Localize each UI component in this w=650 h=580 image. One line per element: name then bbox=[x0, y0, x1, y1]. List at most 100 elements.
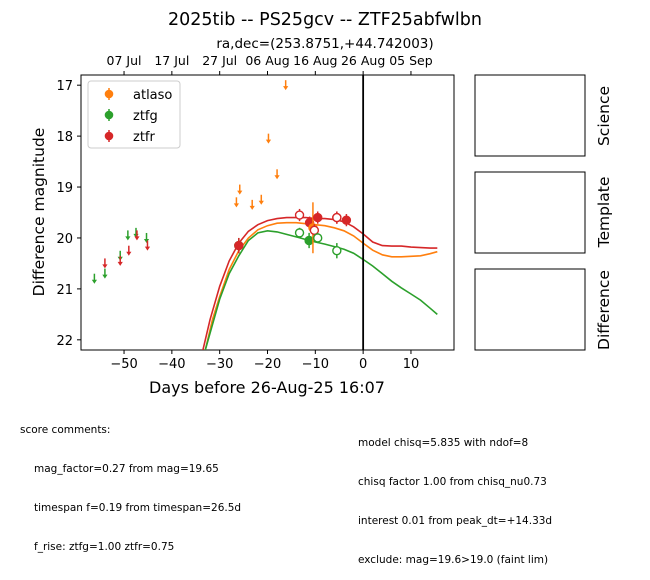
difference-label: Difference bbox=[595, 270, 613, 350]
upper-limit-arrowhead bbox=[117, 261, 123, 266]
y-tick-label: 21 bbox=[56, 283, 73, 298]
upper-limit-ztfr bbox=[117, 255, 123, 266]
top-date-label: 27 Jul bbox=[202, 53, 237, 68]
difference-panel bbox=[474, 268, 586, 351]
upper-limit-arrowhead bbox=[283, 86, 289, 91]
top-date-label: 16 Aug bbox=[293, 53, 337, 68]
model-comment-line: interest 0.01 from peak_dt=+14.33d bbox=[358, 515, 553, 527]
detection-marker bbox=[332, 212, 342, 223]
plot-area: −50 −40 −30 −20 −10 0 10 17 18 19 20 21 22 07 Jul 17… bbox=[56, 53, 455, 372]
upper-limit-atlaso bbox=[249, 199, 255, 210]
upper-limit-arrowhead bbox=[126, 251, 132, 256]
upper-limit-atlaso bbox=[274, 169, 280, 180]
top-date-axis: 07 Jul 17 Jul 27 Jul 06 Aug 16 Aug 26 Aug 05 S… bbox=[107, 53, 433, 75]
y-tick-label: 19 bbox=[56, 181, 73, 196]
upper-limit-ztfg bbox=[125, 230, 131, 241]
science-panel bbox=[474, 74, 586, 157]
detection-ztfg bbox=[332, 243, 342, 259]
detection-ztfr bbox=[309, 224, 320, 237]
upper-limit-arrowhead bbox=[265, 139, 272, 144]
detection-marker bbox=[313, 212, 323, 223]
detection-marker bbox=[294, 228, 305, 238]
model-comment-line: chisq factor 1.00 from chisq_nu0.73 bbox=[358, 476, 547, 488]
top-date-label: 07 Jul bbox=[107, 53, 142, 68]
x-axis-ticks: −50 −40 −30 −20 −10 0 10 bbox=[110, 350, 419, 372]
image-panels: Science Template Difference bbox=[474, 74, 613, 351]
score-comments-heading: score comments: bbox=[20, 424, 111, 436]
upper-limit-arrowhead bbox=[274, 175, 280, 180]
y-axis-label: Difference magnitude bbox=[30, 128, 48, 297]
x-tick-label: −10 bbox=[302, 357, 329, 372]
upper-limit-arrowhead bbox=[233, 203, 240, 208]
y-tick-label: 18 bbox=[56, 130, 73, 145]
detection-marker bbox=[313, 233, 323, 243]
x-tick-label: −20 bbox=[254, 357, 281, 372]
score-comment-line: f_rise: ztfg=1.00 ztfr=0.75 bbox=[34, 541, 175, 553]
model-comment-line: model chisq=5.835 with ndof=8 bbox=[358, 437, 529, 449]
upper-limit-ztfr bbox=[126, 245, 132, 256]
legend-marker-ztfg bbox=[104, 110, 114, 120]
y-tick-label: 17 bbox=[56, 79, 73, 94]
x-tick-label: −50 bbox=[110, 357, 137, 372]
detection-marker bbox=[294, 210, 305, 220]
top-date-label: 06 Aug bbox=[245, 53, 289, 68]
legend-marker-atlaso bbox=[104, 89, 114, 99]
score-comment-line: timespan f=0.19 from timespan=26.5d bbox=[34, 502, 242, 514]
x-tick-label: 10 bbox=[403, 357, 420, 372]
legend: atlaso ztfg ztfr bbox=[87, 80, 181, 149]
model-comment-line: exclude: mag=19.6>19.0 (faint lim) bbox=[358, 554, 549, 566]
x-axis-label: Days before 26-Aug-25 16:07 bbox=[149, 378, 385, 397]
legend-marker-ztfr bbox=[104, 131, 114, 141]
template-panel bbox=[474, 171, 586, 254]
upper-limit-arrowhead bbox=[249, 205, 255, 210]
upper-limit-ztfg bbox=[102, 268, 108, 279]
upper-limit-ztfr bbox=[134, 230, 140, 241]
template-label: Template bbox=[595, 177, 613, 249]
upper-limit-ztfr bbox=[144, 240, 151, 251]
figure-subtitle: ra,dec=(253.8751,+44.742003) bbox=[216, 36, 433, 52]
detection-ztfr bbox=[332, 211, 342, 224]
y-axis-ticks: 17 18 19 20 21 22 bbox=[56, 79, 81, 349]
upper-limit-arrowhead bbox=[91, 279, 97, 284]
y-tick-label: 22 bbox=[56, 334, 73, 349]
legend-label-ztfr: ztfr bbox=[133, 130, 155, 145]
legend-label-atlaso: atlaso bbox=[133, 88, 172, 103]
upper-limit-arrowhead bbox=[143, 238, 150, 243]
figure-title: 2025tib -- PS25gcv -- ZTF25abfwlbn bbox=[168, 10, 482, 30]
upper-limit-ztfg bbox=[91, 273, 97, 284]
y-tick-label: 20 bbox=[56, 232, 73, 247]
upper-limit-atlaso bbox=[265, 133, 272, 144]
top-date-label: 26 Aug bbox=[341, 53, 385, 68]
upper-limit-arrowhead bbox=[144, 246, 151, 251]
detections bbox=[234, 202, 352, 259]
science-label: Science bbox=[595, 86, 613, 146]
top-date-label: 17 Jul bbox=[154, 53, 189, 68]
upper-limit-arrowhead bbox=[237, 190, 243, 195]
upper-limit-atlaso bbox=[258, 194, 264, 205]
lightcurve-figure: 2025tib -- PS25gcv -- ZTF25abfwlbn ra,de… bbox=[30, 10, 613, 397]
legend-label-ztfg: ztfg bbox=[133, 109, 158, 124]
upper-limits bbox=[91, 80, 289, 284]
detection-marker bbox=[341, 215, 352, 225]
model-curve-ztfg bbox=[204, 229, 438, 350]
detection-marker bbox=[309, 225, 320, 236]
detection-marker bbox=[304, 235, 314, 246]
detection-ztfr bbox=[341, 214, 352, 227]
x-tick-label: −30 bbox=[206, 357, 233, 372]
score-comments: score comments: mag_factor=0.27 from mag… bbox=[20, 398, 241, 567]
detection-ztfr bbox=[234, 237, 244, 254]
detection-marker bbox=[234, 240, 244, 251]
upper-limit-arrowhead bbox=[102, 274, 108, 279]
upper-limit-arrowhead bbox=[102, 264, 108, 269]
x-tick-label: 0 bbox=[359, 357, 367, 372]
upper-limit-atlaso bbox=[233, 197, 240, 208]
upper-limit-atlaso bbox=[237, 184, 243, 195]
model-comments: model chisq=5.835 with ndof=8 chisq fact… bbox=[358, 411, 552, 580]
upper-limit-arrowhead bbox=[125, 236, 131, 241]
detection-ztfr bbox=[313, 211, 323, 224]
top-date-label: 05 Sep bbox=[389, 53, 433, 68]
upper-limit-atlaso bbox=[283, 80, 289, 91]
upper-limit-ztfr bbox=[102, 258, 108, 269]
detection-ztfg bbox=[313, 232, 323, 244]
detection-marker bbox=[332, 245, 342, 256]
